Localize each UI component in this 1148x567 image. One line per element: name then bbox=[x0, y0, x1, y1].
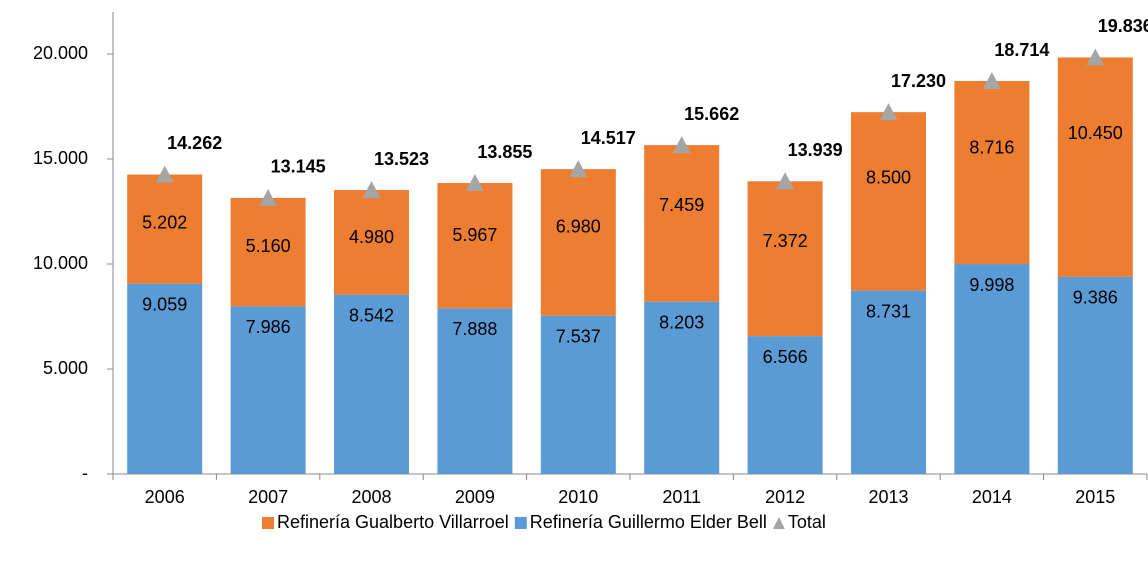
bar-segment bbox=[230, 306, 306, 474]
total-label: 13.145 bbox=[271, 157, 326, 177]
legend-swatch bbox=[514, 517, 527, 529]
total-marker bbox=[465, 174, 484, 192]
total-label: 18.714 bbox=[994, 40, 1049, 60]
bar-segment bbox=[540, 169, 616, 316]
total-marker bbox=[672, 136, 691, 154]
total-label: 19.836 bbox=[1098, 16, 1148, 36]
data-label: 7.986 bbox=[246, 317, 291, 337]
bar-segment bbox=[540, 315, 616, 474]
data-label: 9.386 bbox=[1073, 288, 1118, 308]
total-marker bbox=[1086, 48, 1105, 66]
total-label: 14.262 bbox=[167, 133, 222, 153]
x-tick-label: 2008 bbox=[351, 487, 391, 507]
total-marker bbox=[155, 165, 174, 183]
total-label: 13.939 bbox=[788, 140, 843, 160]
x-tick-label: 2015 bbox=[1075, 487, 1115, 507]
bar-segment bbox=[954, 264, 1030, 474]
total-marker bbox=[362, 181, 381, 199]
data-label: 8.542 bbox=[349, 305, 394, 325]
bar-segment bbox=[1057, 276, 1133, 474]
bar-segment bbox=[747, 181, 823, 337]
bar-segment bbox=[437, 183, 513, 309]
bar-segment bbox=[644, 145, 720, 302]
data-label: 8.203 bbox=[659, 312, 704, 332]
y-tick-label: 15.000 bbox=[33, 148, 88, 168]
total-label: 15.662 bbox=[684, 104, 739, 124]
bar-segment bbox=[747, 336, 823, 474]
x-tick-label: 2007 bbox=[248, 487, 288, 507]
x-tick-label: 2010 bbox=[558, 487, 598, 507]
legend-swatch bbox=[262, 517, 274, 529]
bar-segment bbox=[1057, 57, 1133, 277]
x-tick-label: 2013 bbox=[868, 487, 908, 507]
legend-label: Refinería Guillermo Elder Bell bbox=[530, 512, 767, 532]
bar-segment bbox=[851, 112, 926, 291]
bar-segment bbox=[437, 308, 513, 474]
legend-label: Refinería Gualberto Villarroel bbox=[277, 512, 509, 532]
data-label: 8.500 bbox=[866, 168, 911, 188]
total-marker bbox=[776, 172, 795, 190]
total-label: 17.230 bbox=[891, 71, 946, 91]
x-tick-label: 2011 bbox=[662, 487, 701, 507]
data-label: 7.459 bbox=[659, 195, 704, 215]
bar-segment bbox=[230, 197, 306, 307]
total-label: 13.523 bbox=[374, 149, 429, 169]
x-tick-label: 2014 bbox=[972, 487, 1012, 507]
y-tick-label: 10.000 bbox=[33, 253, 88, 273]
data-label: 5.202 bbox=[142, 213, 187, 233]
bar-segment bbox=[334, 294, 409, 474]
y-tick-label: 5.000 bbox=[43, 358, 88, 378]
data-label: 5.967 bbox=[452, 225, 497, 245]
bar-segment bbox=[334, 190, 409, 295]
data-label: 8.716 bbox=[969, 138, 1014, 158]
y-tick-label: 20.000 bbox=[33, 43, 88, 63]
data-label: 7.888 bbox=[452, 319, 497, 339]
legend-marker bbox=[772, 517, 785, 529]
bar-segment bbox=[644, 301, 720, 474]
data-label: 9.998 bbox=[969, 275, 1014, 295]
legend-label: Total bbox=[788, 512, 826, 532]
total-marker bbox=[879, 103, 898, 121]
total-marker bbox=[569, 160, 588, 178]
bar-segment bbox=[127, 283, 203, 474]
bar-segment bbox=[851, 290, 926, 474]
total-label: 14.517 bbox=[581, 128, 636, 148]
total-label: 13.855 bbox=[477, 142, 532, 162]
total-marker bbox=[259, 188, 278, 206]
data-label: 4.980 bbox=[349, 227, 394, 247]
x-tick-label: 2009 bbox=[455, 487, 495, 507]
data-label: 7.537 bbox=[556, 326, 601, 346]
data-label: 7.372 bbox=[763, 231, 808, 251]
bar-segment bbox=[127, 174, 203, 284]
data-label: 8.731 bbox=[866, 301, 911, 321]
data-label: 10.450 bbox=[1068, 123, 1123, 143]
x-tick-label: 2006 bbox=[145, 487, 185, 507]
data-label: 6.980 bbox=[556, 217, 601, 237]
data-label: 6.566 bbox=[763, 347, 808, 367]
y-tick-label: - bbox=[82, 463, 88, 483]
data-label: 9.059 bbox=[142, 295, 187, 315]
x-tick-label: 2012 bbox=[765, 487, 805, 507]
bar-segment bbox=[954, 81, 1030, 265]
total-marker bbox=[982, 72, 1001, 90]
data-label: 5.160 bbox=[246, 236, 291, 256]
